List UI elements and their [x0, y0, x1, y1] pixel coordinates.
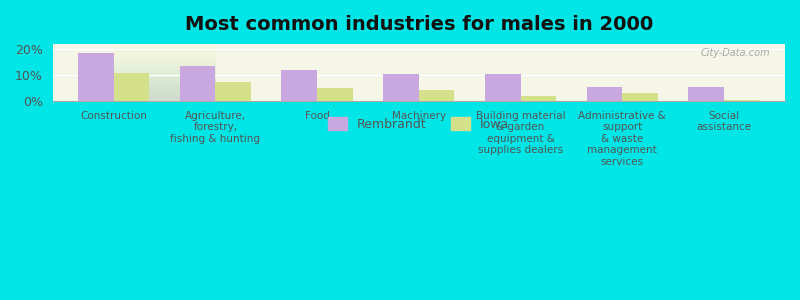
Bar — [724, 100, 759, 101]
Bar — [78, 53, 114, 101]
Bar — [383, 74, 418, 101]
Bar — [622, 93, 658, 101]
Bar — [317, 88, 353, 101]
Bar — [418, 90, 454, 101]
Bar — [485, 74, 521, 101]
Bar — [688, 87, 724, 101]
Bar — [215, 82, 251, 101]
Bar — [521, 96, 556, 101]
Legend: Rembrandt, Iowa: Rembrandt, Iowa — [323, 112, 514, 136]
Title: Most common industries for males in 2000: Most common industries for males in 2000 — [185, 15, 653, 34]
Bar — [114, 73, 150, 101]
Bar — [586, 87, 622, 101]
Bar — [282, 70, 317, 101]
Bar — [180, 66, 215, 101]
Text: City-Data.com: City-Data.com — [701, 49, 770, 58]
